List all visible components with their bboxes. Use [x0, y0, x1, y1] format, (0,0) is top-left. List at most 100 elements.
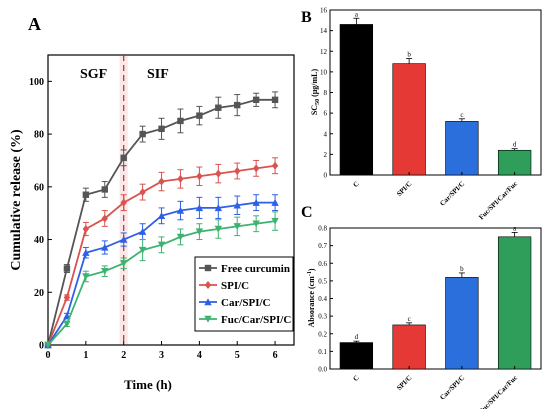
data-point	[158, 125, 165, 133]
significance-letter: a	[513, 224, 517, 232]
y-tick-label: 4	[324, 130, 328, 138]
panel-a-plot-frame	[47, 54, 295, 346]
data-point	[119, 260, 128, 267]
y-tick-label: 100	[29, 77, 44, 88]
data-point	[214, 204, 223, 212]
y-tick-label: 0.3	[318, 313, 327, 321]
legend-label: Car/SPI/C	[221, 297, 271, 309]
data-point	[120, 198, 127, 207]
data-point	[120, 154, 127, 162]
legend-label: Fuc/Car/SPI/C	[221, 314, 291, 326]
legend-label: Free curcumin	[221, 263, 290, 275]
data-point	[234, 167, 241, 175]
data-point	[252, 96, 260, 104]
data-point	[139, 188, 146, 197]
data-point	[196, 172, 203, 181]
sif-annotation: SIF	[147, 67, 169, 82]
x-tick-label: 5	[235, 350, 240, 361]
panel-b-label: B	[301, 9, 312, 26]
x-tick-label: Fuc/SPI/Car/Fuc	[477, 374, 519, 409]
bar	[339, 24, 374, 176]
data-point	[195, 204, 204, 212]
significance-letter: c	[460, 111, 463, 119]
data-point	[82, 225, 90, 233]
x-tick-label: 3	[159, 350, 164, 361]
data-point	[233, 201, 241, 209]
panel-b: B 0 2 4 6 8 10 12 14 16 a Cb SPI/C c Car/SPI/C d Fuc/SP…	[301, 7, 542, 222]
panel-a-legend: Free curcumin SPI/C Car/SPI/C Fuc/Car/SPI/C	[194, 256, 294, 332]
y-tick-label: 0	[39, 341, 44, 352]
panel-a-x-axis-label: Time (h)	[124, 377, 172, 392]
x-tick-label: C	[352, 180, 361, 189]
y-tick-label: 10	[320, 68, 328, 76]
x-tick-label: Fuc/SPI/Car/Fuc	[477, 180, 519, 222]
data-point	[234, 101, 241, 109]
y-tick-label: 0.4	[318, 295, 327, 303]
x-tick-label: 4	[197, 350, 202, 361]
significance-letter: a	[355, 10, 359, 18]
x-tick-label: Car/SPI/C	[438, 180, 466, 208]
data-point	[271, 161, 279, 170]
y-tick-label: 0.7	[318, 242, 327, 250]
panel-a-label: A	[28, 14, 41, 34]
data-point	[158, 177, 165, 186]
data-point	[63, 293, 71, 302]
y-tick-label: 0.5	[318, 277, 327, 285]
y-tick-label: 0.2	[318, 330, 327, 338]
series-0	[44, 91, 279, 349]
data-point	[63, 265, 71, 272]
y-tick-label: 0.6	[318, 260, 327, 268]
y-tick-label: 40	[34, 235, 44, 246]
panel-a-y-axis-label: Cumulative release (%)	[9, 129, 24, 271]
data-point	[233, 223, 241, 231]
panel-c-y-axis-label-main: Absorance (cm	[307, 276, 316, 328]
data-point	[138, 246, 147, 254]
x-tick-label: 2	[121, 350, 126, 361]
data-point	[252, 198, 260, 206]
data-point	[177, 174, 184, 183]
data-point	[271, 198, 279, 206]
panel-b-y-axis-label-sub: 50	[315, 99, 321, 105]
data-point	[215, 104, 222, 111]
significance-letter: b	[460, 265, 464, 273]
data-point	[82, 273, 90, 281]
bar	[339, 342, 374, 370]
bar	[392, 324, 426, 370]
panel-c-y-axis-label-sup: -1	[307, 271, 313, 276]
y-tick-label: 0.8	[318, 225, 327, 233]
data-point	[157, 241, 166, 249]
data-point	[177, 117, 184, 125]
data-point	[195, 228, 204, 236]
data-point	[44, 341, 52, 349]
data-point	[271, 96, 279, 104]
data-point	[252, 220, 260, 228]
data-point	[271, 217, 279, 225]
bar	[497, 236, 532, 370]
legend-marker	[204, 281, 212, 289]
y-tick-label: 60	[34, 182, 44, 193]
data-point	[101, 186, 108, 193]
data-point	[176, 206, 185, 214]
legend-label: SPI/C	[221, 280, 249, 292]
x-tick-label: SPI/C	[395, 180, 413, 198]
panel-b-plot: 0 2 4 6 8 10 12 14 16 a Cb SPI/C c Car/SPI/C d Fuc/SPI/…	[320, 7, 532, 222]
x-tick-label: Car/SPI/C	[438, 374, 466, 402]
data-point	[119, 235, 128, 243]
x-tick-label: 0	[46, 350, 51, 361]
data-point	[82, 191, 90, 198]
data-point	[101, 267, 109, 275]
data-point	[82, 249, 90, 256]
series-1	[44, 157, 279, 349]
bar	[497, 149, 532, 176]
significance-letter: d	[355, 333, 359, 341]
data-point	[252, 164, 260, 173]
panel-b-y-axis-label: SC50 (μg/mL)	[310, 69, 321, 116]
y-tick-label: 20	[34, 288, 44, 299]
data-point	[101, 243, 109, 251]
data-point	[176, 233, 185, 241]
panel-c-plot: 0.0 0.1 0.2 0.3 0.4 0.5 0.6 0.7 0.8 d Cc SPI/C b Car/…	[318, 224, 532, 409]
y-tick-label: 80	[34, 130, 44, 141]
